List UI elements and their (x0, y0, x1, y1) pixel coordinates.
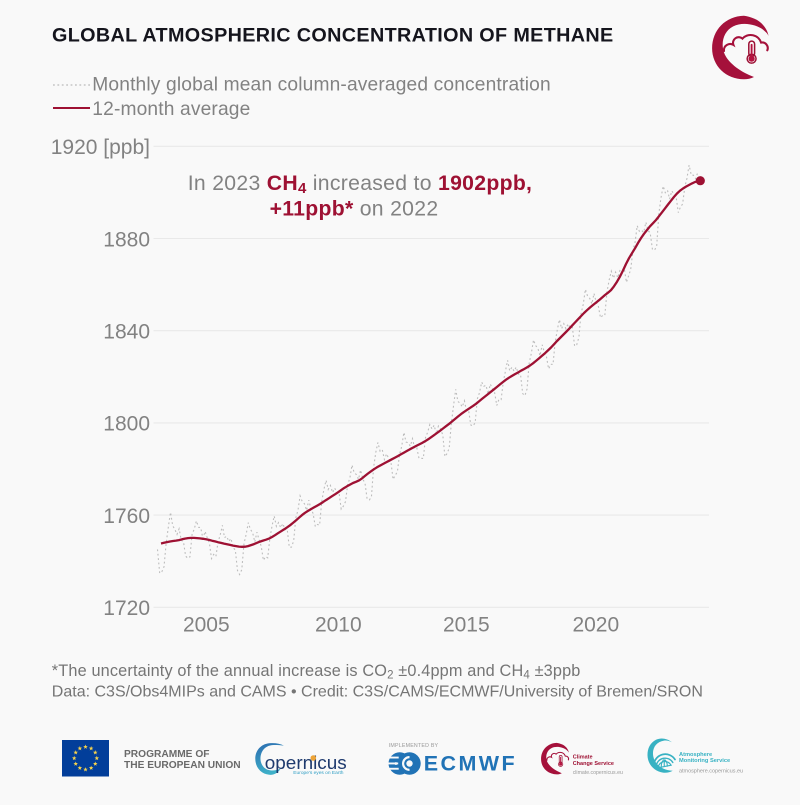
svg-text:Data: C3S/Obs4MIPs and CAMS •: Data: C3S/Obs4MIPs and CAMS • Credit: C3… (52, 684, 703, 701)
svg-text:ECMWF: ECMWF (424, 752, 517, 776)
svg-text:atmosphere.copernicus.eu: atmosphere.copernicus.eu (679, 769, 743, 775)
svg-text:2015: 2015 (443, 614, 490, 637)
svg-text:1920 [ppb]: 1920 [ppb] (51, 136, 150, 159)
svg-text:1840: 1840 (103, 321, 150, 344)
svg-text:In 2023 CH4 increased to 1902p: In 2023 CH4 increased to 1902ppb, (188, 172, 533, 197)
svg-text:+11ppb* on 2022: +11ppb* on 2022 (270, 197, 439, 220)
svg-text:Europe's eyes on Earth: Europe's eyes on Earth (293, 770, 344, 776)
svg-text:IMPLEMENTED BY: IMPLEMENTED BY (389, 743, 439, 749)
svg-text:1720: 1720 (103, 597, 150, 620)
svg-text:2010: 2010 (315, 614, 362, 637)
svg-text:THE EUROPEAN UNION: THE EUROPEAN UNION (124, 760, 241, 771)
svg-text:Monthly global mean column-ave: Monthly global mean column-averaged conc… (92, 74, 551, 95)
svg-text:2020: 2020 (572, 614, 619, 637)
svg-text:PROGRAMME OF: PROGRAMME OF (124, 749, 209, 760)
svg-text:Change Service: Change Service (573, 761, 614, 767)
svg-text:Climate: Climate (573, 754, 593, 760)
svg-text:1880: 1880 (103, 228, 150, 251)
svg-text:12-month average: 12-month average (92, 99, 250, 120)
svg-text:Monitoring Service: Monitoring Service (679, 758, 730, 764)
svg-text:opernicus: opernicus (265, 753, 347, 774)
svg-text:1800: 1800 (103, 413, 150, 436)
svg-text:2005: 2005 (183, 614, 230, 637)
svg-text:1760: 1760 (103, 505, 150, 528)
svg-text:Atmosphere: Atmosphere (679, 752, 712, 758)
svg-text:climate.copernicus.eu: climate.copernicus.eu (573, 770, 623, 776)
svg-text:GLOBAL ATMOSPHERIC CONCENTRATI: GLOBAL ATMOSPHERIC CONCENTRATION OF METH… (52, 25, 614, 47)
svg-text:*The uncertainty of the annual: *The uncertainty of the annual increase … (52, 662, 581, 682)
